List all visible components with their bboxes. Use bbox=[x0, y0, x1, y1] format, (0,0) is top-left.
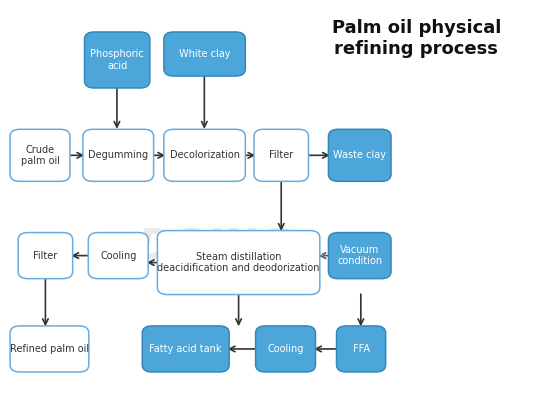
FancyBboxPatch shape bbox=[328, 129, 391, 181]
Text: Decolorization: Decolorization bbox=[169, 150, 240, 160]
Text: Filter: Filter bbox=[269, 150, 293, 160]
Text: Cooling: Cooling bbox=[267, 344, 304, 354]
FancyBboxPatch shape bbox=[256, 326, 316, 372]
FancyBboxPatch shape bbox=[328, 232, 391, 279]
FancyBboxPatch shape bbox=[18, 232, 73, 279]
Text: FFA: FFA bbox=[353, 344, 370, 354]
Text: Waste clay: Waste clay bbox=[333, 150, 386, 160]
FancyBboxPatch shape bbox=[85, 32, 150, 88]
FancyBboxPatch shape bbox=[10, 326, 89, 372]
Text: Degumming: Degumming bbox=[88, 150, 148, 160]
FancyBboxPatch shape bbox=[89, 232, 148, 279]
FancyBboxPatch shape bbox=[10, 129, 70, 181]
Text: Phosphoric
acid: Phosphoric acid bbox=[90, 49, 144, 71]
Text: Crude
palm oil: Crude palm oil bbox=[20, 144, 59, 166]
Text: Palm oil physical
refining process: Palm oil physical refining process bbox=[332, 19, 501, 58]
FancyBboxPatch shape bbox=[164, 32, 245, 76]
Text: Steam distillation
deacidification and deodorization: Steam distillation deacidification and d… bbox=[157, 252, 320, 273]
Text: DOING: DOING bbox=[137, 227, 292, 269]
FancyBboxPatch shape bbox=[157, 230, 320, 294]
FancyBboxPatch shape bbox=[337, 326, 386, 372]
FancyBboxPatch shape bbox=[83, 129, 153, 181]
Text: Cooling: Cooling bbox=[100, 251, 136, 261]
FancyBboxPatch shape bbox=[164, 129, 245, 181]
Text: Filter: Filter bbox=[34, 251, 58, 261]
Text: Fatty acid tank: Fatty acid tank bbox=[150, 344, 222, 354]
Text: White clay: White clay bbox=[179, 49, 230, 59]
FancyBboxPatch shape bbox=[254, 129, 309, 181]
FancyBboxPatch shape bbox=[142, 326, 229, 372]
Text: Vacuum
condition: Vacuum condition bbox=[337, 245, 382, 266]
Text: Refined palm oil: Refined palm oil bbox=[10, 344, 89, 354]
